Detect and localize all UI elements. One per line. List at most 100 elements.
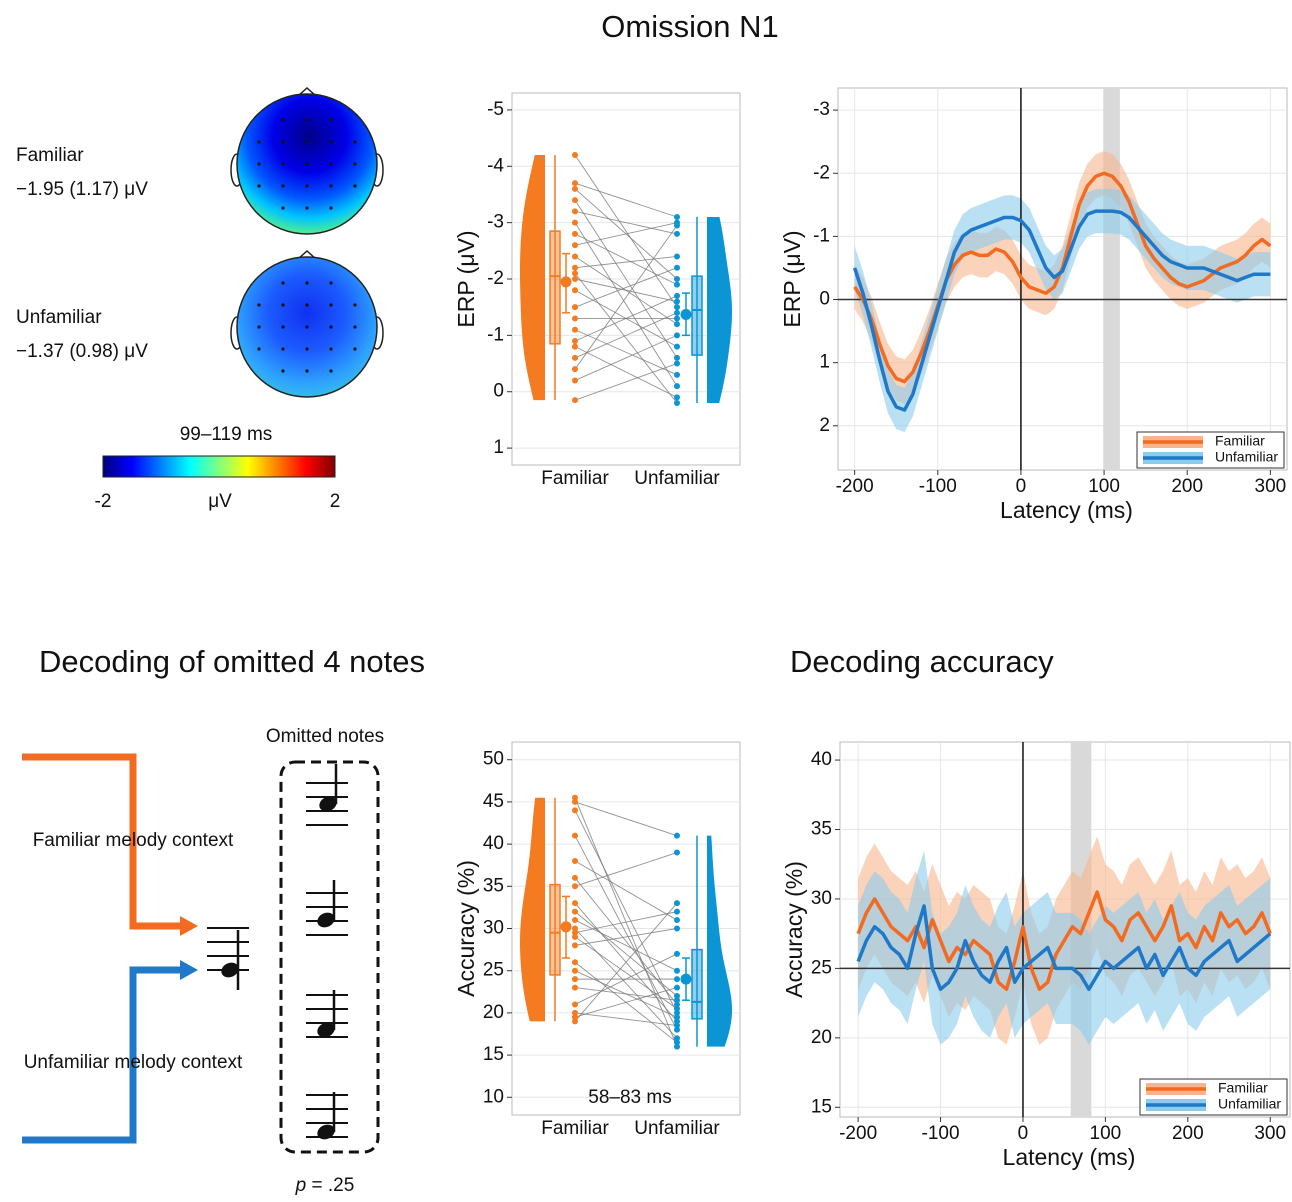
paired-line	[574, 860, 678, 921]
electrode	[353, 325, 357, 329]
x-tick-label: 200	[1172, 1123, 1204, 1144]
x-tick-label: Unfamiliar	[634, 468, 720, 489]
annotation: 58–83 ms	[588, 1087, 671, 1108]
data-point	[572, 917, 578, 924]
electrode	[305, 303, 309, 307]
electrode	[353, 347, 357, 351]
y-tick-label: 25	[483, 960, 504, 981]
y-tick-label: 15	[811, 1096, 832, 1117]
electrode	[329, 347, 333, 351]
data-point	[572, 377, 578, 384]
y-tick-label: -1	[487, 324, 504, 345]
electrode	[257, 140, 261, 144]
paired-line	[574, 953, 678, 1005]
y-tick-label: -3	[487, 212, 504, 233]
x-tick-label: 100	[1090, 1123, 1122, 1144]
data-point	[674, 917, 680, 924]
y-axis-title: Accuracy (%)	[453, 860, 479, 997]
series-line	[856, 904, 1272, 991]
electrode	[281, 118, 285, 122]
electrode	[281, 369, 285, 373]
data-point	[572, 1009, 578, 1016]
y-tick-label: -2	[487, 268, 504, 289]
box	[691, 275, 703, 356]
data-point	[572, 219, 578, 226]
data-point	[674, 383, 680, 390]
paired-line	[574, 911, 678, 934]
x-tick-label: Unfamiliar	[634, 1118, 720, 1139]
box	[691, 948, 703, 1020]
note-head	[317, 912, 335, 928]
data-point	[674, 1005, 680, 1012]
data-point	[674, 993, 680, 1000]
y-tick-label: 1	[493, 437, 504, 458]
x-tick-label: -200	[836, 476, 874, 497]
paired-line	[574, 278, 678, 302]
electrode	[305, 325, 309, 329]
x-tick-label: Familiar	[541, 1118, 609, 1139]
y-tick-label: 30	[811, 888, 832, 909]
data-point	[572, 180, 578, 187]
electrode	[257, 347, 261, 351]
paired-line	[574, 329, 678, 376]
data-point	[674, 292, 680, 299]
data-point	[572, 276, 578, 282]
paired-line	[574, 154, 678, 308]
p-symbol: p	[295, 1175, 307, 1196]
data-point	[674, 394, 680, 401]
data-point	[572, 908, 578, 915]
electrode	[281, 347, 285, 351]
y-tick-label: 45	[483, 791, 504, 812]
paired-line	[574, 902, 678, 1022]
unfamiliar-arrow	[22, 966, 182, 1144]
data-point	[572, 230, 578, 237]
data-point	[674, 315, 680, 322]
chart-title: Decoding accuracy	[790, 644, 1054, 679]
colorbar-max: 2	[330, 491, 341, 512]
unfamiliar-context: Unfamiliar melody context	[24, 1052, 243, 1073]
paired-line	[574, 877, 678, 1005]
note-head	[317, 1124, 335, 1140]
colorbar-min: -2	[95, 491, 112, 512]
data-point	[572, 925, 578, 932]
y-tick-label: 40	[483, 833, 504, 854]
data-point	[572, 942, 578, 949]
data-point	[674, 304, 680, 311]
data-point	[674, 222, 680, 229]
electrode	[257, 184, 261, 188]
electrode	[329, 325, 333, 329]
data-point	[572, 984, 578, 991]
x-tick-label: 200	[1171, 476, 1203, 497]
data-point	[572, 326, 578, 333]
data-point	[572, 1001, 578, 1008]
data-point	[674, 900, 680, 907]
data-point	[674, 925, 680, 932]
y-axis-title: ERP (μV)	[453, 230, 479, 327]
paired-line	[574, 256, 678, 269]
condition-label: Unfamiliar	[16, 307, 102, 328]
colorbar-unit: μV	[208, 491, 232, 512]
data-point	[572, 354, 578, 361]
data-point	[572, 343, 578, 350]
data-point	[674, 976, 680, 983]
electrode	[281, 281, 285, 285]
data-point	[572, 933, 578, 940]
data-point	[674, 230, 680, 237]
condition-label: Familiar	[16, 145, 84, 166]
topomap-familiar	[230, 86, 384, 235]
paired-line	[574, 273, 678, 404]
electrode	[329, 281, 333, 285]
data-point	[572, 185, 578, 192]
data-point	[572, 976, 578, 983]
condition-value: −1.37 (0.98) μV	[16, 341, 148, 362]
electrode	[329, 303, 333, 307]
y-tick-label: -2	[813, 162, 830, 183]
data-point	[674, 997, 680, 1004]
paired-line	[574, 222, 678, 387]
y-tick-label: 35	[811, 819, 832, 840]
y-tick-label: 20	[811, 1027, 832, 1048]
p-number: = .25	[312, 1175, 355, 1196]
data-point	[674, 950, 680, 957]
